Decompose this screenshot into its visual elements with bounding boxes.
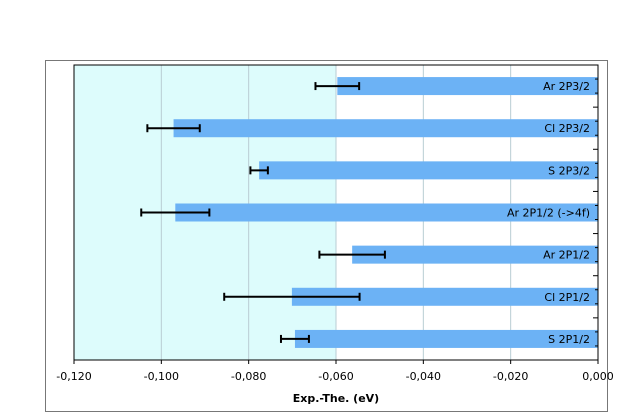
bar-labels: Ar 2P3/2 Cl 2P3/2 S 2P3/2 Ar 2P1/2 (->4f) Ar…	[507, 80, 590, 346]
bar-1	[337, 77, 598, 96]
bar-label: Ar 2P1/2 (->4f)	[507, 207, 590, 220]
bar-3	[259, 161, 598, 180]
bar-label: S 2P3/2	[548, 164, 590, 177]
bar-label: Ar 2P3/2	[543, 80, 590, 93]
x-tick-label: -0,020	[493, 370, 528, 383]
x-tick-label: -0,080	[231, 370, 266, 383]
error-bars	[140, 82, 386, 343]
x-tick-label: -0,060	[318, 370, 353, 383]
x-tick-label: -0,040	[406, 370, 441, 383]
x-axis-title: Exp.-The. (eV)	[293, 392, 379, 405]
bars	[173, 77, 598, 348]
bar-label: Cl 2P1/2	[544, 291, 590, 304]
bar-6	[291, 287, 598, 306]
bar-label: S 2P1/2	[548, 333, 590, 346]
bar-4	[175, 203, 598, 222]
bar-2	[173, 119, 598, 138]
x-tick-label: -0,100	[144, 370, 179, 383]
bar-label: Ar 2P1/2	[543, 249, 590, 262]
bar-5	[352, 245, 598, 264]
bar-7	[294, 329, 598, 348]
bar-label: Cl 2P3/2	[544, 122, 590, 135]
axes: -0,120 -0,100 -0,080 -0,060 -0,040 -0,020 0,00…	[56, 64, 614, 383]
x-tick-label: 0,000	[582, 370, 614, 383]
x-tick-label: -0,120	[56, 370, 91, 383]
